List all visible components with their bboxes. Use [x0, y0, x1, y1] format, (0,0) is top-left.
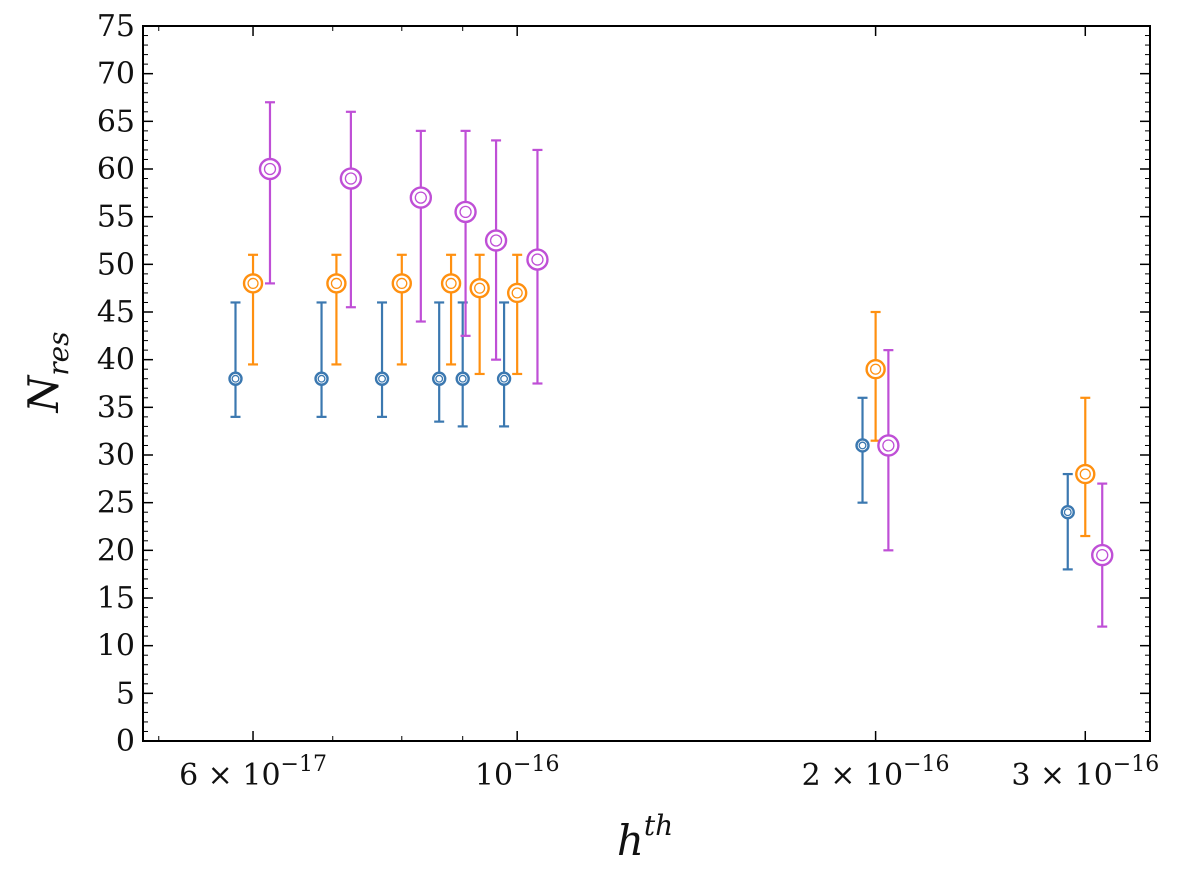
y-tick-label: 70	[97, 57, 135, 92]
y-axis-label-sub: res	[42, 331, 75, 375]
series-purple	[258, 101, 1114, 628]
data-point	[526, 248, 549, 271]
plot-frame	[142, 25, 1151, 742]
data-point	[496, 371, 512, 386]
y-tick-label: 10	[97, 629, 135, 664]
y-axis-label-base: N	[19, 375, 68, 414]
data-point-inner-ring	[500, 374, 509, 383]
series-blue	[228, 301, 1075, 571]
data-point-inner-ring	[247, 277, 259, 289]
plot-area	[142, 25, 1151, 742]
data-point-inner-ring	[459, 205, 472, 219]
data-point-inner-ring	[344, 172, 358, 185]
data-point	[877, 434, 900, 457]
x-tick-mantissa: 2 × 10	[802, 758, 903, 793]
y-tick-label: 5	[116, 676, 135, 711]
x-axis-label-sup: th	[644, 809, 673, 842]
data-point	[506, 282, 528, 304]
data-point	[454, 200, 477, 224]
x-tick-mantissa: 6 × 10	[179, 758, 280, 793]
y-tick-label: 35	[97, 390, 135, 425]
data-point-inner-ring	[231, 374, 240, 383]
data-point-inner-ring	[458, 374, 467, 383]
data-point-inner-ring	[474, 282, 486, 294]
data-point	[1091, 543, 1114, 567]
x-tick-mantissa: 3 × 10	[1011, 758, 1112, 793]
data-point	[391, 273, 412, 294]
series-orange	[242, 253, 1096, 538]
x-tick-label: 10−16	[475, 752, 560, 793]
y-axis-label: Nres	[19, 331, 75, 413]
y-tick-label: 45	[97, 295, 135, 330]
data-point	[484, 229, 508, 252]
data-point-inner-ring	[531, 253, 544, 266]
y-tick-label: 40	[97, 343, 135, 378]
data-point	[1075, 463, 1096, 485]
data-point	[339, 167, 363, 190]
data-point-inner-ring	[882, 439, 895, 452]
data-point-inner-ring	[870, 363, 882, 375]
data-point-inner-ring	[511, 287, 523, 299]
data-point-inner-ring	[414, 191, 427, 204]
data-point	[314, 371, 329, 386]
y-tick-label: 75	[97, 9, 135, 44]
data-point-inner-ring	[396, 277, 408, 289]
x-tick-exponent: −16	[903, 752, 949, 777]
data-point-inner-ring	[1096, 548, 1109, 562]
x-tick-exponent: −17	[281, 752, 327, 777]
data-point	[409, 186, 433, 209]
y-tick-label: 55	[97, 200, 135, 235]
data-point	[469, 277, 490, 299]
data-point	[431, 371, 447, 386]
x-axis-label: hth	[617, 809, 673, 865]
data-point-inner-ring	[330, 277, 343, 289]
y-tick-label: 30	[97, 438, 135, 473]
x-tick-label: 2 × 10−16	[802, 752, 950, 793]
data-point	[242, 273, 264, 294]
data-point	[1060, 505, 1075, 520]
data-point-inner-ring	[1063, 508, 1072, 517]
data-point	[855, 438, 870, 453]
data-point-inner-ring	[489, 234, 503, 247]
series-layer	[228, 101, 1114, 628]
x-tick-exponent: −16	[1113, 752, 1159, 777]
y-axis: 0 5 10 15 20 25 30 35 40 45 50 55 60 65 70 75	[97, 9, 1150, 759]
x-tick-label: 3 × 10−16	[1011, 752, 1159, 793]
data-point-inner-ring	[858, 441, 867, 450]
data-point	[258, 157, 282, 181]
y-tick-label: 0	[116, 724, 135, 759]
x-axis: 6 × 10−17 10−16 2 × 10−16 3 × 10−16	[158, 26, 1159, 793]
x-tick-mantissa: 10	[475, 758, 513, 793]
data-point-inner-ring	[435, 374, 444, 383]
y-tick-label: 25	[97, 486, 135, 521]
y-tick-label: 50	[97, 247, 135, 282]
x-tick-exponent: −16	[513, 752, 559, 777]
x-tick-label: 6 × 10−17	[179, 752, 327, 793]
y-tick-label: 15	[97, 581, 135, 616]
data-point	[326, 273, 347, 294]
y-tick-label: 60	[97, 152, 135, 187]
x-axis-label-base: h	[617, 816, 644, 865]
data-point	[865, 359, 886, 380]
data-point	[440, 273, 462, 294]
y-tick-label: 65	[97, 104, 135, 139]
data-point-inner-ring	[378, 374, 386, 383]
data-point	[455, 371, 470, 386]
data-point-inner-ring	[445, 277, 457, 289]
data-point-inner-ring	[1079, 468, 1091, 480]
data-point	[228, 371, 243, 386]
data-point-inner-ring	[263, 162, 277, 176]
data-point-inner-ring	[317, 374, 326, 383]
y-tick-label: 20	[97, 533, 135, 568]
data-point	[374, 371, 390, 386]
